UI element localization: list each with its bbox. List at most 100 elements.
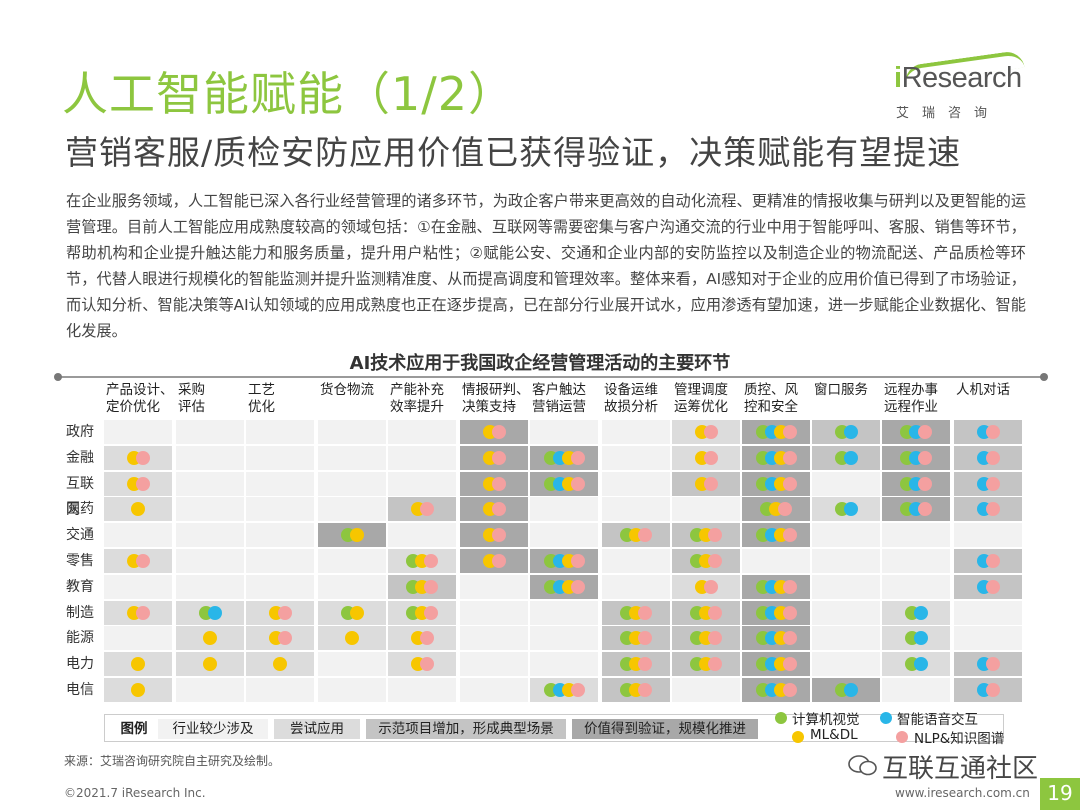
column-header: 货仓物流 [320, 382, 374, 398]
nlp-dot [782, 425, 797, 439]
matrix-cell [460, 600, 528, 625]
matrix-cell [388, 523, 456, 548]
matrix-cell [388, 600, 456, 625]
matrix-cell [954, 626, 1022, 651]
voice-dot [913, 657, 928, 672]
legend-level-2: 尝试应用 [274, 719, 360, 739]
matrix-cell [176, 678, 244, 702]
matrix-cell [246, 678, 314, 702]
nlp-dot [491, 502, 506, 517]
nlp-dot [708, 605, 722, 620]
matrix-cell [954, 600, 1022, 625]
matrix-cell [318, 600, 386, 625]
matrix-cell [602, 574, 670, 599]
nlp-dot [491, 528, 506, 543]
matrix-cell [318, 445, 386, 470]
nlp-dot [708, 631, 722, 646]
matrix-cell [954, 420, 1022, 444]
matrix-cell [530, 600, 598, 625]
nlp-dot [918, 450, 932, 465]
column-header: 远程办事 远程作业 [884, 382, 938, 415]
ml-dot [349, 605, 364, 620]
row-label: 教育 [66, 578, 94, 595]
legend-label-voice: 智能语音交互 [897, 712, 978, 728]
chart-divider [58, 376, 1044, 378]
nlp-dot [638, 631, 652, 646]
page-title: 人工智能赋能（1/2） [62, 67, 516, 121]
matrix-cell [318, 471, 386, 496]
matrix-cell [246, 420, 314, 444]
matrix-cell [812, 549, 880, 573]
matrix-cell [460, 678, 528, 702]
logo-cn: 艾瑞咨询 [896, 106, 1001, 121]
legend-level-4: 价值得到验证，规模化推进 [572, 719, 758, 739]
matrix-cell [882, 549, 950, 573]
nlp-dot [135, 450, 150, 465]
nlp-dot [491, 554, 506, 568]
row-label: 制造 [66, 604, 94, 621]
legend-dot-cv [775, 712, 787, 724]
matrix-cell [176, 471, 244, 496]
matrix-cell [176, 445, 244, 470]
matrix-cell [104, 445, 172, 470]
matrix-cell [104, 652, 172, 677]
row-label: 金融 [66, 449, 94, 466]
voice-dot [207, 605, 222, 620]
column-header: 管理调度 运筹优化 [674, 382, 728, 415]
matrix-cell [246, 652, 314, 677]
nlp-dot [703, 450, 718, 465]
matrix-cell [672, 549, 740, 573]
matrix-cell [742, 471, 810, 496]
matrix-cell [672, 497, 740, 522]
matrix-cell [530, 420, 598, 444]
matrix-cell [104, 471, 172, 496]
legend-level-3: 示范项目增加，形成典型场景 [366, 719, 566, 739]
nlp-dot [985, 657, 1000, 672]
voice-dot [913, 631, 928, 646]
source-note: 来源：艾瑞咨询研究院自主研究及绘制。 [64, 754, 281, 768]
nlp-dot [570, 476, 585, 491]
matrix-cell [882, 523, 950, 548]
voice-dot [843, 502, 858, 517]
voice-dot [843, 425, 858, 439]
matrix-cell [176, 549, 244, 573]
matrix-cell [388, 445, 456, 470]
chart-title: AI技术应用于我国政企经营管理活动的主要环节 [349, 353, 731, 374]
matrix-cell [176, 497, 244, 522]
matrix-cell [812, 574, 880, 599]
body-paragraph: 在企业服务领域，人工智能已深入各行业经营管理的诸多环节，为政企客户带来更高效的自… [66, 192, 1026, 340]
matrix-cell [388, 626, 456, 651]
legend-dot-ml [792, 731, 804, 743]
iresearch-logo: iResearch 艾瑞咨询 [894, 49, 1025, 122]
nlp-dot [135, 476, 150, 491]
column-header: 人机对话 [956, 382, 1010, 398]
column-header: 设备运维 故损分析 [604, 382, 658, 415]
nlp-dot [985, 476, 1000, 491]
matrix-cell [246, 497, 314, 522]
nlp-dot [638, 683, 652, 697]
matrix-cell [742, 652, 810, 677]
matrix-cell [246, 523, 314, 548]
matrix-cell [672, 652, 740, 677]
matrix-cell [812, 678, 880, 702]
matrix-cell [246, 471, 314, 496]
matrix-cell [882, 497, 950, 522]
matrix-cell [954, 497, 1022, 522]
matrix-cell [672, 600, 740, 625]
divider-end-dot [54, 373, 62, 381]
matrix-cell [104, 626, 172, 651]
matrix-cell [672, 574, 740, 599]
nlp-dot [985, 450, 1000, 465]
matrix-cell [812, 471, 880, 496]
matrix-cell [812, 420, 880, 444]
matrix-cell [742, 574, 810, 599]
matrix-cell [460, 523, 528, 548]
nlp-dot [985, 579, 1000, 594]
legend-level-1: 行业较少涉及 [158, 719, 268, 739]
matrix-cell [318, 497, 386, 522]
matrix-cell [530, 497, 598, 522]
ml-dot [131, 502, 145, 517]
ml-dot [131, 657, 145, 672]
matrix-cell [246, 574, 314, 599]
nlp-dot [708, 657, 722, 672]
